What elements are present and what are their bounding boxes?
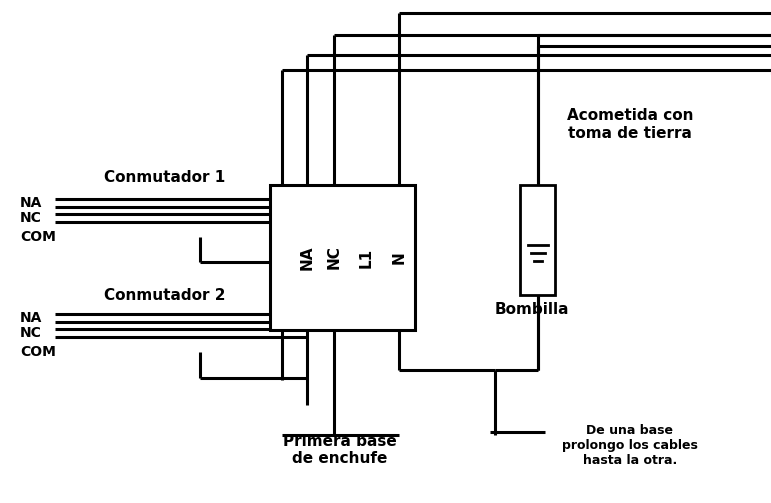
Text: NC: NC (20, 211, 42, 225)
Text: NC: NC (326, 245, 342, 270)
Text: NC: NC (20, 326, 42, 340)
Text: Acometida con: Acometida con (567, 108, 693, 123)
Text: Conmutador 1: Conmutador 1 (104, 170, 226, 185)
Text: N: N (392, 251, 406, 264)
Bar (270, 185, 415, 330)
Text: NA: NA (20, 311, 42, 325)
Text: COM: COM (20, 230, 56, 244)
Bar (520, 185, 555, 295)
Text: NA: NA (20, 196, 42, 210)
Text: De una base
prolongo los cables
hasta la otra.: De una base prolongo los cables hasta la… (562, 424, 698, 466)
Text: toma de tierra: toma de tierra (568, 126, 692, 140)
Text: Conmutador 2: Conmutador 2 (104, 288, 226, 302)
Text: Primera base
de enchufe: Primera base de enchufe (283, 434, 397, 466)
Text: L1: L1 (359, 247, 373, 268)
Text: NA: NA (299, 245, 315, 270)
Text: Bombilla: Bombilla (495, 302, 570, 317)
Text: COM: COM (20, 345, 56, 359)
